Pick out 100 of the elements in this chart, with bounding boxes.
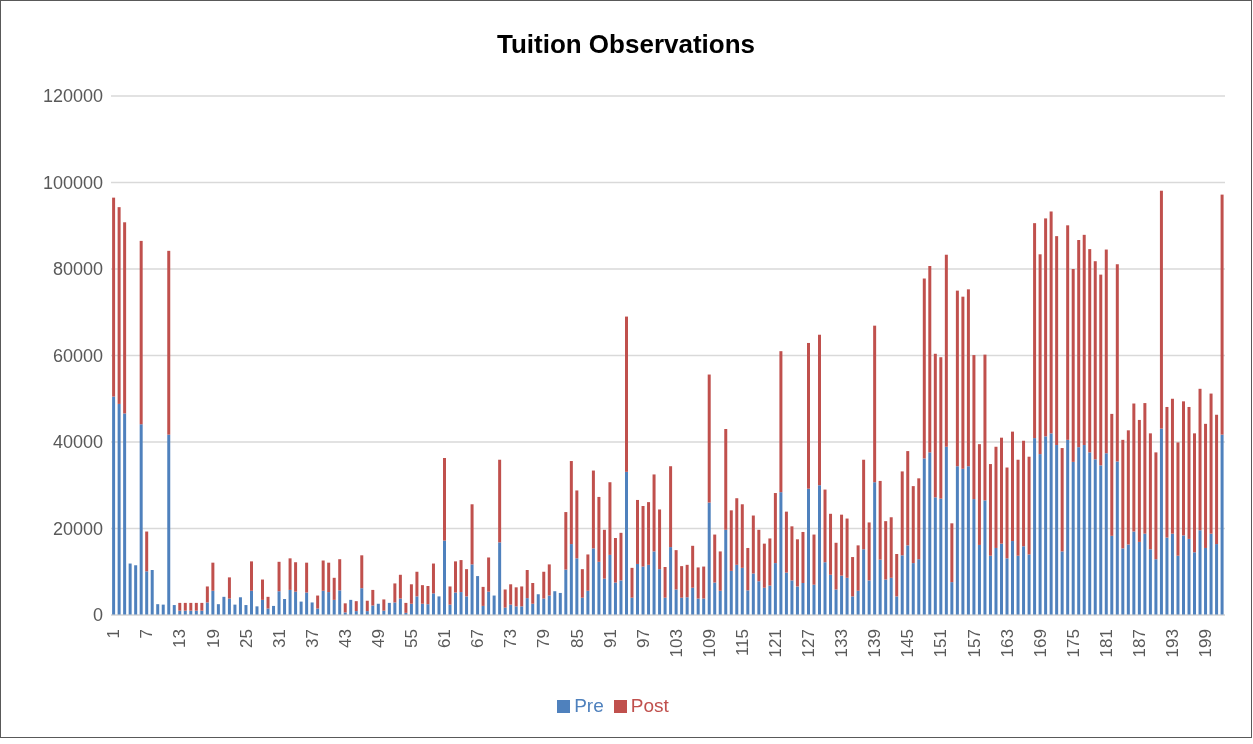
bar — [465, 596, 469, 615]
bar — [531, 583, 535, 604]
bar — [128, 563, 132, 615]
bar — [988, 555, 992, 615]
bar — [867, 580, 871, 615]
x-tick-label: 13 — [170, 629, 190, 648]
bar — [856, 545, 860, 591]
bar — [983, 354, 987, 501]
bar — [1049, 211, 1053, 434]
bar — [867, 522, 871, 581]
bar — [1011, 541, 1015, 615]
bar — [757, 529, 761, 582]
bar — [1005, 467, 1009, 559]
bar — [520, 586, 524, 607]
bar — [983, 500, 987, 615]
bar — [878, 559, 882, 615]
bar — [751, 573, 755, 615]
bar — [674, 550, 678, 590]
x-tick-label: 91 — [600, 629, 620, 648]
x-tick-label: 199 — [1196, 629, 1216, 658]
bar — [591, 548, 595, 615]
bar — [845, 518, 849, 578]
bar — [895, 554, 899, 597]
bar — [917, 478, 921, 560]
bar — [977, 544, 981, 615]
bar — [961, 296, 965, 469]
bar — [613, 538, 617, 583]
bar — [966, 466, 970, 615]
bar — [343, 603, 347, 613]
bar — [332, 577, 336, 600]
bar — [1055, 236, 1059, 446]
bar — [818, 334, 821, 486]
bar — [487, 557, 491, 592]
bar — [575, 490, 579, 559]
x-tick-label: 145 — [898, 629, 918, 658]
bar — [227, 598, 231, 615]
bar — [746, 547, 750, 591]
bar — [1187, 406, 1191, 539]
bar — [724, 529, 728, 615]
bar — [294, 562, 298, 592]
bar — [310, 602, 314, 615]
bar — [1159, 428, 1163, 615]
bar — [1181, 401, 1185, 536]
x-tick-label: 181 — [1096, 629, 1116, 658]
bar — [1132, 531, 1136, 615]
bar — [884, 579, 888, 615]
bar — [371, 605, 375, 615]
bar — [1071, 461, 1075, 615]
bar — [906, 545, 910, 615]
bar — [602, 578, 606, 615]
bar — [790, 580, 794, 615]
bar — [1170, 398, 1174, 534]
bar — [1198, 530, 1202, 615]
bar — [922, 458, 926, 615]
x-tick-label: 163 — [997, 629, 1017, 658]
bar — [404, 602, 408, 613]
bar — [834, 542, 838, 590]
bar — [156, 604, 160, 615]
bar — [525, 598, 529, 615]
bar — [740, 567, 744, 615]
bar — [1060, 551, 1064, 615]
bar — [255, 606, 259, 615]
bar — [167, 250, 171, 435]
bar — [751, 515, 755, 574]
bar — [564, 512, 568, 570]
bar — [1137, 541, 1141, 615]
x-tick-label: 103 — [666, 629, 686, 658]
x-tick-label: 37 — [302, 629, 322, 648]
x-tick-label: 7 — [137, 629, 157, 639]
bar — [520, 606, 524, 615]
bar — [360, 555, 364, 589]
x-tick-label: 127 — [799, 629, 819, 658]
bar — [1148, 549, 1152, 615]
bar — [112, 197, 116, 397]
bar — [426, 604, 430, 615]
bar — [1016, 555, 1020, 615]
bar — [900, 555, 904, 615]
bar — [387, 602, 391, 615]
bar — [608, 482, 612, 555]
bar — [139, 424, 143, 615]
bar — [878, 480, 882, 560]
bar — [602, 529, 606, 579]
bar — [658, 509, 662, 570]
bar — [685, 564, 689, 598]
bar — [1099, 274, 1103, 466]
bar — [189, 602, 193, 611]
y-tick-label: 40000 — [52, 432, 103, 453]
bar — [1011, 431, 1015, 542]
bar — [691, 587, 695, 615]
bar — [117, 207, 121, 404]
bar — [1204, 547, 1208, 615]
x-tick-label: 151 — [931, 629, 951, 658]
bar — [476, 576, 480, 615]
bar — [431, 563, 435, 594]
y-tick-label: 120000 — [42, 86, 103, 107]
bar — [1143, 533, 1147, 615]
bar — [906, 451, 910, 546]
bar — [746, 590, 750, 615]
bar — [757, 581, 761, 615]
bar — [1204, 423, 1208, 548]
